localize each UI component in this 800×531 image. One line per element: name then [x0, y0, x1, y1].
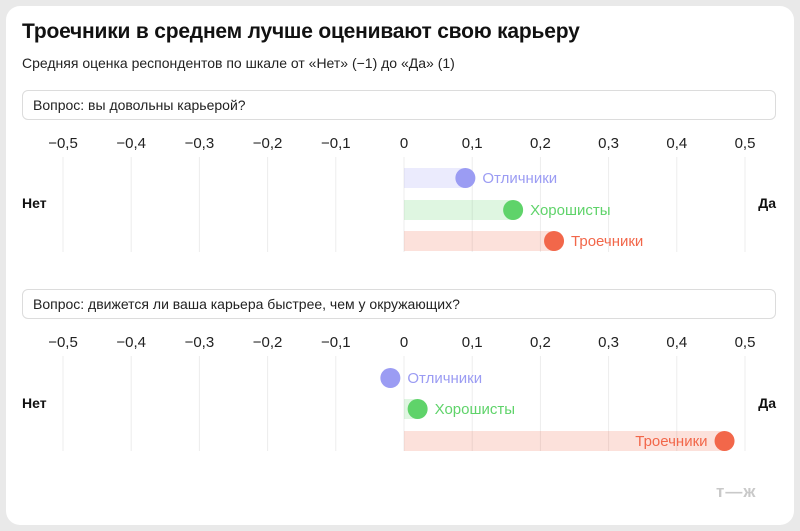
- question-2-title: Вопрос: движется ли ваша карьера быстрее…: [33, 296, 460, 312]
- x-tick-label: 0,5: [735, 334, 756, 351]
- data-point: [380, 368, 401, 388]
- x-tick-label: 0: [400, 334, 408, 351]
- value-bar: [404, 200, 514, 220]
- data-point: [714, 431, 735, 451]
- x-tick-label: −0,2: [253, 334, 283, 351]
- x-tick-label: 0,2: [530, 334, 551, 351]
- question-box-1: Вопрос: вы довольны карьерой?: [22, 90, 776, 120]
- x-tick-label: 0,2: [530, 135, 551, 152]
- question-box-2: Вопрос: движется ли ваша карьера быстрее…: [22, 289, 776, 319]
- chart-subtitle: Средняя оценка респондентов по шкале от …: [22, 55, 455, 71]
- series-label: Хорошисты: [435, 401, 515, 418]
- x-tick-label: 0,5: [735, 135, 756, 152]
- x-tick-label: −0,3: [185, 135, 215, 152]
- x-tick-label: −0,4: [116, 334, 146, 351]
- x-tick-label: −0,5: [48, 135, 78, 152]
- data-point: [407, 399, 428, 419]
- axis-left-label: Нет: [22, 195, 47, 211]
- x-tick-label: 0,4: [666, 334, 687, 351]
- data-point: [455, 168, 476, 188]
- axis-right-label: Да: [758, 195, 776, 211]
- x-tick-label: 0,4: [666, 135, 687, 152]
- x-tick-label: 0,1: [462, 135, 483, 152]
- value-bar: [404, 431, 725, 451]
- axis-right-label: Да: [758, 395, 776, 411]
- series-label: Отличники: [482, 170, 557, 187]
- x-tick-label: 0,1: [462, 334, 483, 351]
- series-label: Хорошисты: [530, 202, 610, 219]
- value-bar: [404, 231, 555, 251]
- question-1-title: Вопрос: вы довольны карьерой?: [33, 97, 246, 113]
- x-tick-label: 0,3: [598, 135, 619, 152]
- brand-logo: т—ж: [716, 482, 757, 501]
- x-tick-label: −0,2: [253, 135, 283, 152]
- x-tick-label: −0,1: [321, 334, 351, 351]
- series-label: Троечники: [571, 233, 643, 250]
- series-label: Отличники: [407, 370, 482, 387]
- x-tick-label: −0,1: [321, 135, 351, 152]
- data-point: [544, 231, 565, 251]
- x-tick-label: −0,4: [116, 135, 146, 152]
- value-bar: [404, 168, 466, 188]
- x-tick-label: −0,3: [185, 334, 215, 351]
- series-label: Троечники: [635, 433, 707, 450]
- chart-title: Троечники в среднем лучше оценивают свою…: [22, 20, 580, 43]
- x-tick-label: 0,3: [598, 334, 619, 351]
- data-point: [503, 200, 524, 220]
- axis-left-label: Нет: [22, 395, 47, 411]
- x-tick-label: 0: [400, 135, 408, 152]
- x-tick-label: −0,5: [48, 334, 78, 351]
